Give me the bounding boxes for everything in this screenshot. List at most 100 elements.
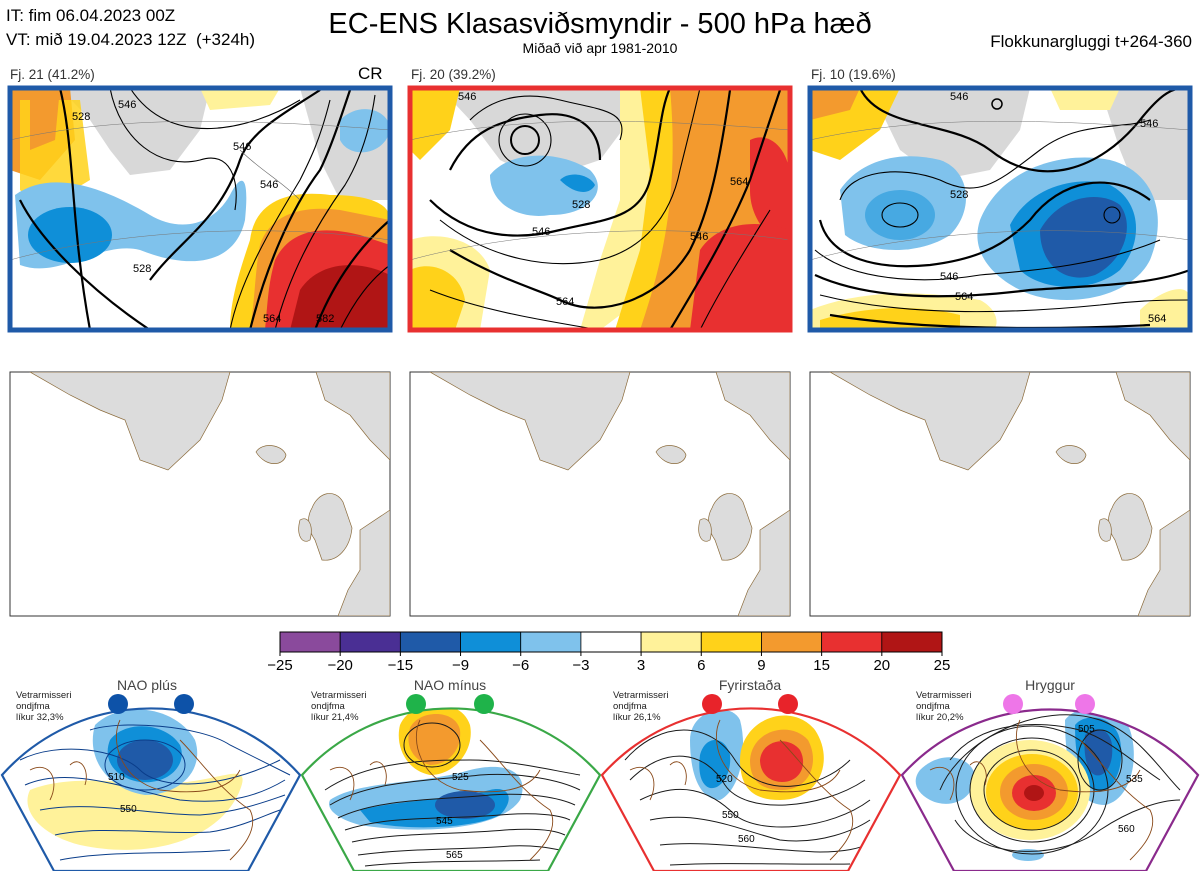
contour-label: 564 (1148, 313, 1166, 325)
colorbar-swatch (580, 631, 642, 653)
colorbar-tick-label: 9 (757, 657, 765, 674)
contour-label: 528 (72, 111, 90, 123)
regime-marker-dot (1003, 694, 1023, 714)
page-subtitle: Miðað við apr 1981-2010 (522, 40, 678, 56)
regime-marker-dot (778, 694, 798, 714)
contour-label: 520 (716, 774, 733, 785)
regime-marker-dot (1075, 694, 1095, 714)
contour-label: 564 (955, 291, 973, 303)
svg-text:líkur 21,4%: líkur 21,4% (311, 712, 359, 723)
colorbar-swatch (339, 631, 401, 653)
svg-text:Vetrarmisseri: Vetrarmisseri (16, 690, 71, 701)
contour-label: 550 (722, 810, 739, 821)
contour-label: 560 (1118, 824, 1135, 835)
contour-label: 545 (436, 816, 453, 827)
regime-marker-dot (108, 694, 128, 714)
basemap-1 (9, 371, 391, 617)
regime-marker-dot (702, 694, 722, 714)
cluster-1-frame (7, 85, 393, 333)
contour-label: 528 (950, 189, 968, 201)
contour-label: 546 (260, 179, 278, 191)
colorbar: −25 −20 −15 −9 −6 −3 3 6 9 15 20 25 (267, 631, 951, 674)
contour-label: 546 (1140, 118, 1158, 130)
regime-name: Hryggur (1025, 677, 1075, 693)
cluster-1-map: 528 546 546 528 546 564 582 (10, 88, 390, 330)
colorbar-tick-label: −6 (512, 657, 529, 674)
basemap-3 (809, 371, 1191, 617)
regime-name: NAO mínus (414, 677, 486, 693)
contour-label: 546 (458, 91, 476, 103)
page-title: EC-ENS Klasasviðsmyndir - 500 hPa hæð (328, 8, 872, 40)
cluster-2-label: Fj. 20 (39.2%) (411, 67, 496, 82)
colorbar-tick-label: 15 (813, 657, 830, 674)
colorbar-swatch (460, 631, 522, 653)
contour-label: 505 (1078, 724, 1095, 735)
colorbar-swatch (640, 631, 702, 653)
svg-text:Vetrarmisseri: Vetrarmisseri (613, 690, 668, 701)
initial-time: IT: fim 06.04.2023 00Z (6, 6, 176, 25)
contour-label: 546 (118, 99, 136, 111)
contour-label: 535 (1126, 774, 1143, 785)
contour-label: 564 (556, 296, 574, 308)
contour-label: 546 (940, 271, 958, 283)
regime-nao-minus: 525 545 565 (300, 707, 602, 871)
contour-label: 582 (316, 313, 334, 325)
contour-label: 550 (120, 804, 137, 815)
contour-label: 525 (452, 772, 469, 783)
colorbar-tick-label: 25 (934, 657, 951, 674)
svg-text:líkur 20,2%: líkur 20,2% (916, 712, 964, 723)
colorbar-swatch (700, 631, 762, 653)
regime-nao-plus: 510 550 (0, 707, 302, 871)
regime-name: NAO plús (117, 677, 177, 693)
colorbar-tick-label: −20 (327, 657, 352, 674)
cluster-3-label: Fj. 10 (19.6%) (811, 67, 896, 82)
basemap-2 (409, 371, 791, 617)
svg-text:ondjfma: ondjfma (916, 701, 951, 712)
cluster-2-map: 546 528 546 564 564 546 (410, 88, 790, 330)
svg-text:líkur 32,3%: líkur 32,3% (16, 712, 64, 723)
regime-marker-dot (474, 694, 494, 714)
cluster-3-map: 546 528 546 546 564 564 (810, 88, 1190, 330)
contour-label: 528 (133, 263, 151, 275)
svg-text:ondjfma: ondjfma (311, 701, 346, 712)
contour-label: 564 (263, 313, 281, 325)
regime-marker-dot (174, 694, 194, 714)
regime-hryggur: 505 535 560 (900, 708, 1200, 871)
colorbar-swatch (881, 631, 943, 653)
colorbar-swatch (761, 631, 823, 653)
contour-label: 546 (690, 231, 708, 243)
colorbar-tick-label: −3 (572, 657, 589, 674)
regime-fyrirstada: 520 550 560 (600, 707, 902, 871)
svg-text:Vetrarmisseri: Vetrarmisseri (311, 690, 366, 701)
colorbar-swatch (821, 631, 883, 653)
colorbar-tick-label: 3 (637, 657, 645, 674)
contour-label: 546 (950, 91, 968, 103)
colorbar-tick-label: −9 (452, 657, 469, 674)
colorbar-tick-label: 6 (697, 657, 705, 674)
contour-label: 560 (738, 834, 755, 845)
svg-text:Vetrarmisseri: Vetrarmisseri (916, 690, 971, 701)
svg-text:líkur 26,1%: líkur 26,1% (613, 712, 661, 723)
contour-label: 528 (572, 199, 590, 211)
svg-text:ondjfma: ondjfma (16, 701, 51, 712)
colorbar-swatch (520, 631, 582, 653)
contour-label: 546 (532, 226, 550, 238)
classification-window: Flokkunargluggi t+264-360 (990, 32, 1192, 51)
regime-name: Fyrirstaða (719, 677, 781, 693)
svg-text:ondjfma: ondjfma (613, 701, 648, 712)
contour-label: 546 (233, 141, 251, 153)
cluster-3-frame (807, 85, 1193, 333)
colorbar-swatch (279, 631, 341, 653)
colorbar-swatch (399, 631, 461, 653)
colorbar-tick-label: 20 (873, 657, 890, 674)
regime-info: Vetrarmisseri ondjfma líkur 32,3% Vetrar… (16, 690, 971, 723)
regime-marker-dot (406, 694, 426, 714)
colorbar-tick-label: −15 (388, 657, 413, 674)
contour-label: 564 (730, 176, 748, 188)
valid-time: VT: mið 19.04.2023 12Z (+324h) (6, 30, 256, 49)
contour-label: 510 (108, 772, 125, 783)
cluster-1-tag: CR (358, 64, 383, 83)
land-greenland (60, 88, 210, 175)
contour-label: 565 (446, 850, 463, 861)
